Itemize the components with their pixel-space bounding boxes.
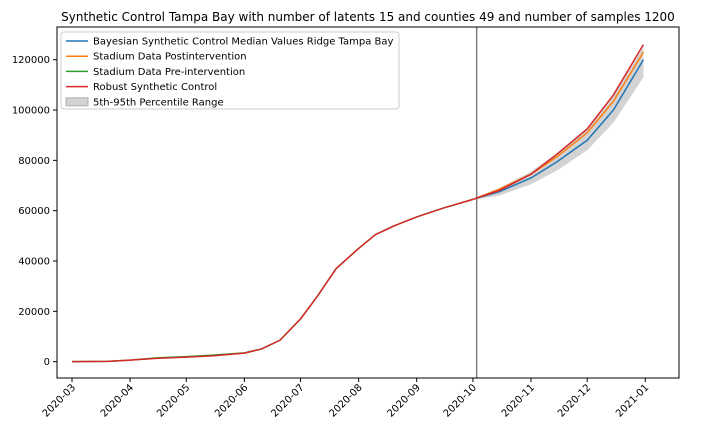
x-tick-label-2: 2020-05 xyxy=(155,382,192,419)
y-tick-label-2: 40000 xyxy=(18,257,50,268)
x-tick-label-3: 2020-06 xyxy=(213,382,250,419)
y-tick-label-3: 60000 xyxy=(18,206,50,217)
x-tick-label-7: 2020-10 xyxy=(442,382,479,419)
chart-title: Synthetic Control Tampa Bay with number … xyxy=(61,10,675,24)
legend-label-0: Bayesian Synthetic Control Median Values… xyxy=(93,37,394,48)
y-tick-label-1: 20000 xyxy=(18,307,50,318)
x-tick-label-1: 2020-04 xyxy=(99,382,136,419)
legend: Bayesian Synthetic Control Median Values… xyxy=(60,31,400,110)
y-tick-label-5: 100000 xyxy=(12,106,50,117)
y-tick-label-6: 120000 xyxy=(12,55,50,66)
y-axis-ticks: 0 20000 40000 60000 80000 100000 120000 xyxy=(12,55,57,368)
x-tick-label-6: 2020-09 xyxy=(385,382,422,419)
x-tick-label-0: 2020-03 xyxy=(41,382,78,419)
legend-swatch-4 xyxy=(65,97,89,107)
legend-label-2: Stadium Data Pre-intervention xyxy=(93,67,245,78)
x-axis-ticks: 2020-03 2020-04 2020-05 2020-06 2020-07 2020-… xyxy=(41,378,651,420)
legend-box xyxy=(60,31,400,110)
x-tick-label-10: 2021-01 xyxy=(614,382,651,419)
series-line-2 xyxy=(71,198,474,363)
legend-label-3: Robust Synthetic Control xyxy=(93,82,217,93)
percentile-band xyxy=(476,47,644,200)
legend-label-1: Stadium Data Postintervention xyxy=(93,52,247,63)
series-lines-layer xyxy=(71,44,645,363)
percentile-band-layer xyxy=(476,47,644,200)
x-tick-label-9: 2020-12 xyxy=(556,382,593,419)
axes-frame xyxy=(56,26,680,379)
series-line-3 xyxy=(71,44,645,363)
series-line-0 xyxy=(476,59,645,199)
legend-label-4: 5th-95th Percentile Range xyxy=(93,97,224,108)
series-line-1 xyxy=(476,51,645,199)
x-tick-label-5: 2020-08 xyxy=(327,382,364,419)
y-tick-label-0: 0 xyxy=(44,357,50,368)
x-tick-label-8: 2020-11 xyxy=(500,382,537,419)
x-tick-label-4: 2020-07 xyxy=(269,382,306,419)
y-tick-label-4: 80000 xyxy=(18,156,50,167)
